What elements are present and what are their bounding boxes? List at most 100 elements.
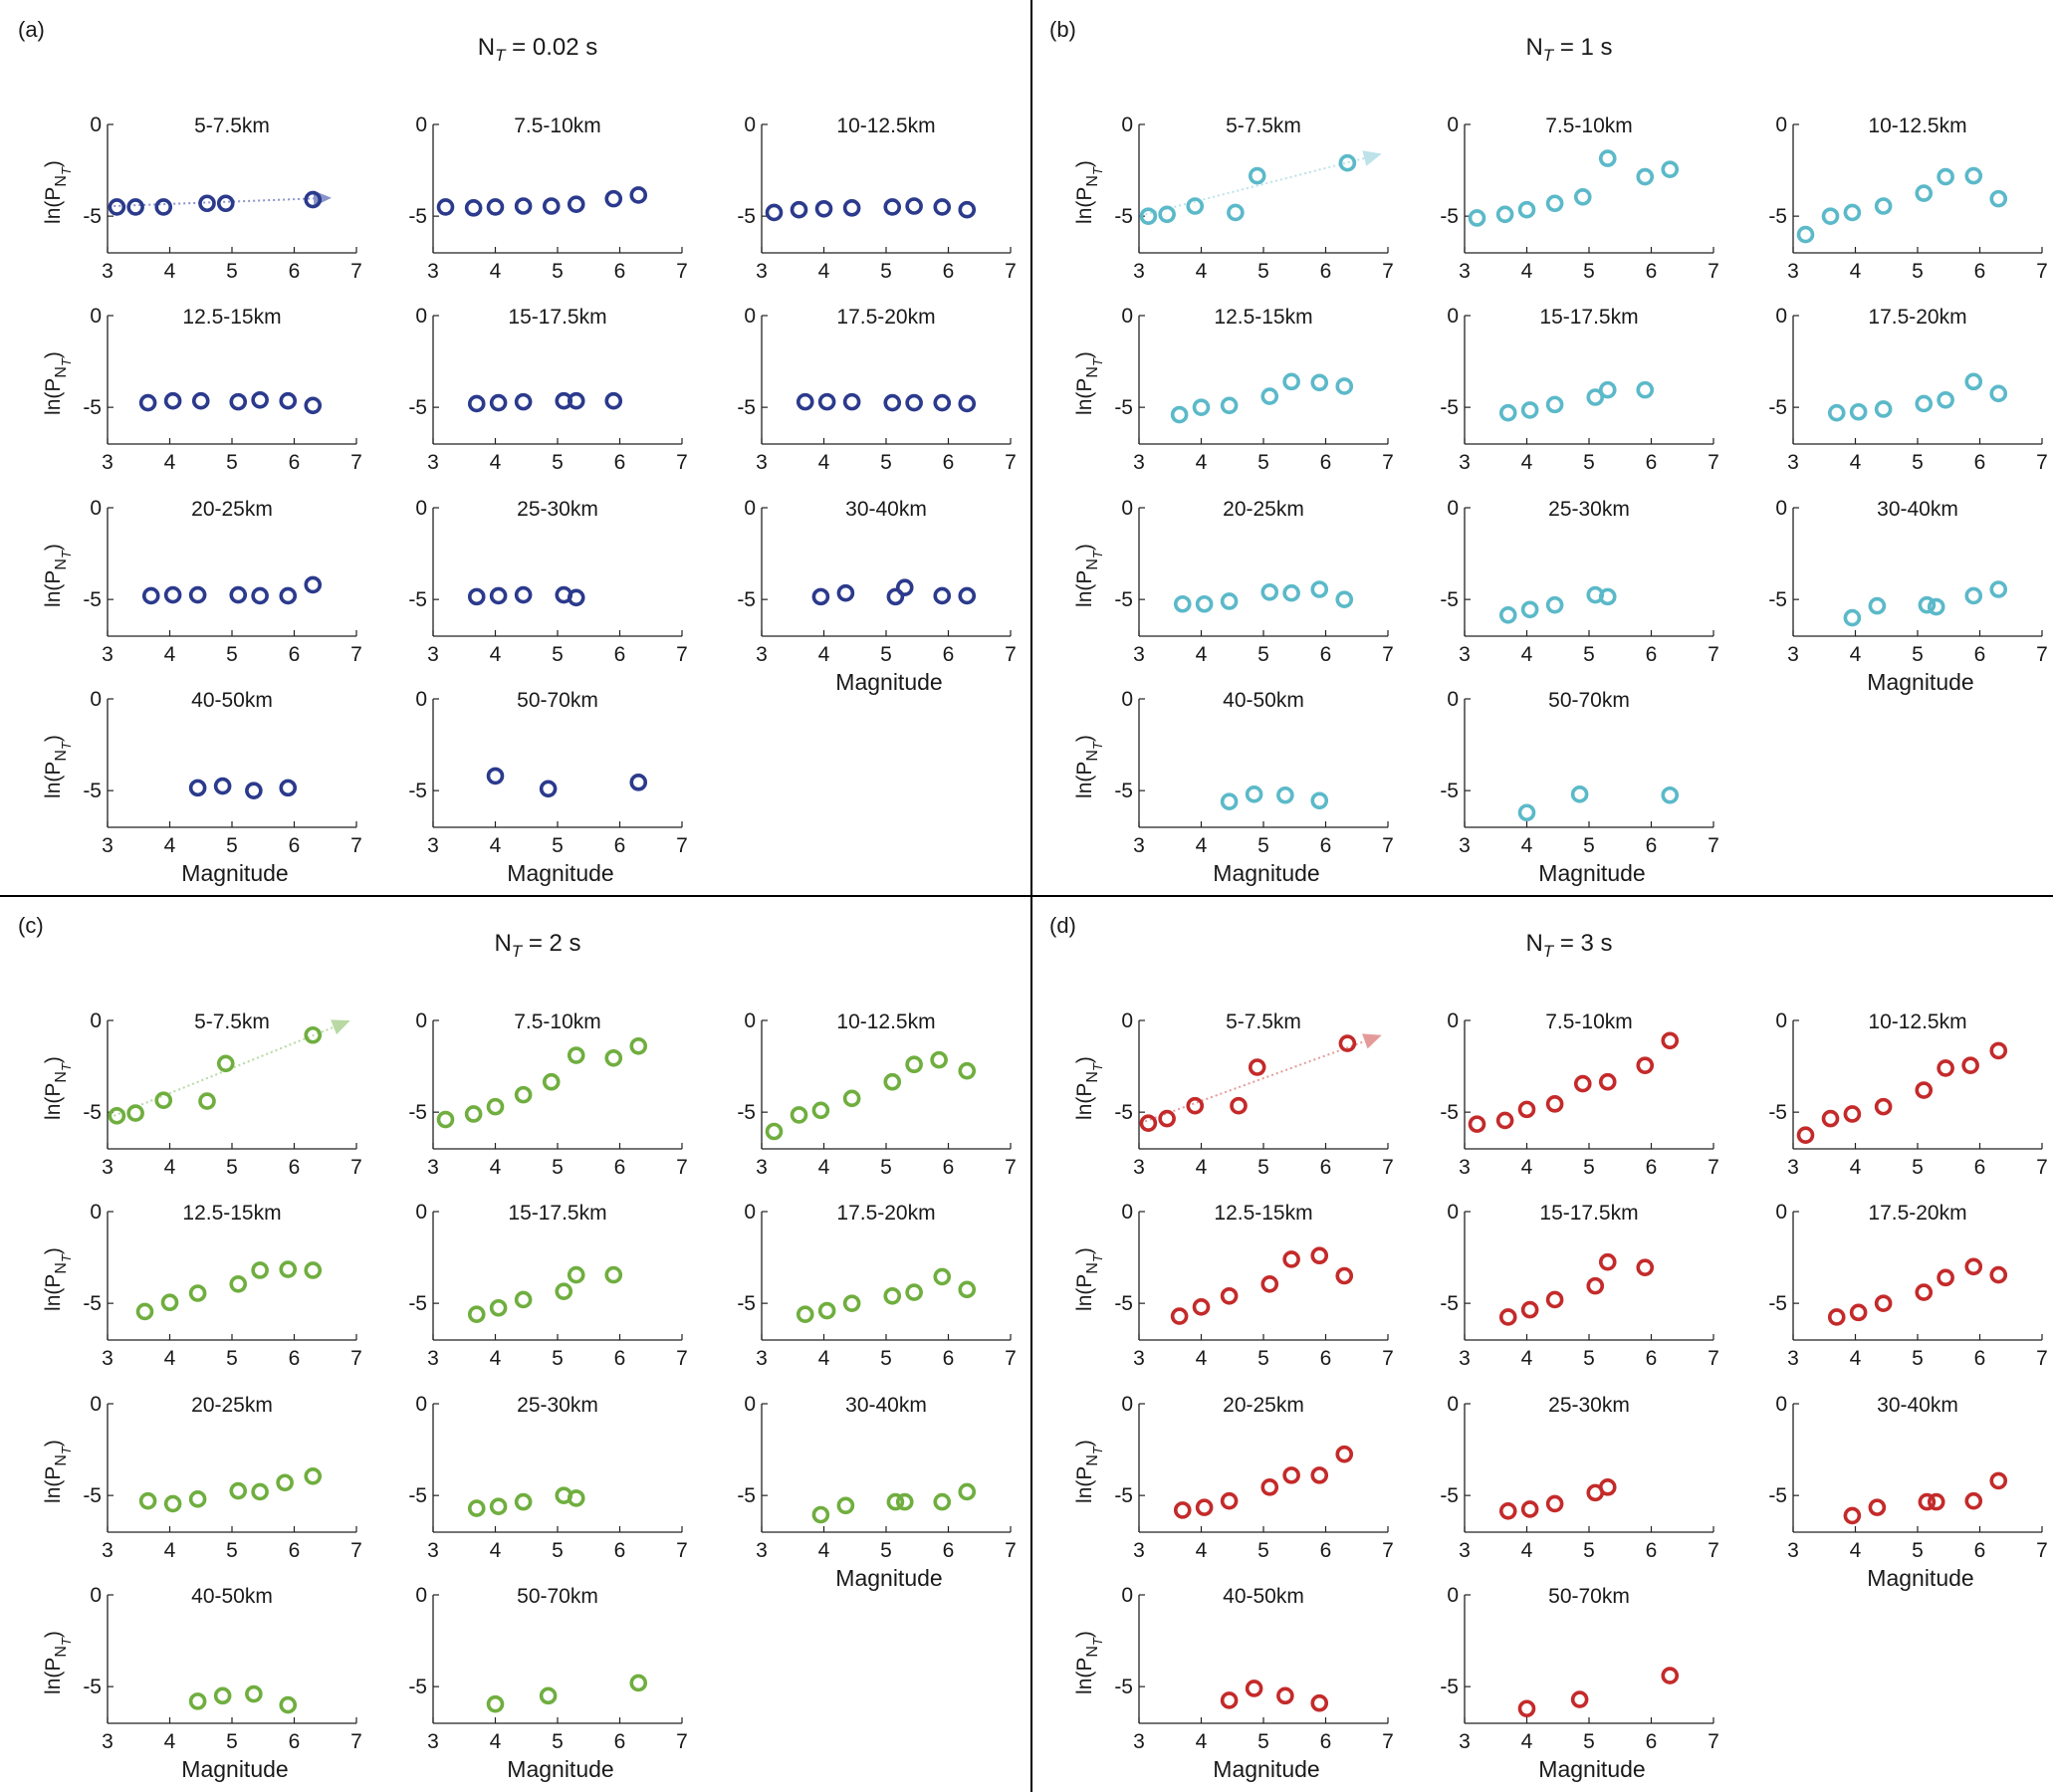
x-tick-label: 4 — [1850, 260, 1862, 283]
data-point — [1821, 207, 1840, 225]
x-tick-label: 4 — [164, 643, 176, 666]
x-tick-label: 3 — [1133, 1730, 1145, 1753]
x-tick-label: 7 — [1382, 1539, 1394, 1562]
data-point — [933, 586, 952, 605]
x-tick-label: 6 — [614, 643, 626, 666]
subplot-50-70km: 3 4 5 6 7 0 -5 50-70km Magnitude — [408, 1584, 688, 1782]
x-tick-label: 3 — [1787, 1156, 1799, 1179]
y-tick-label: 0 — [744, 113, 756, 136]
x-tick-label: 6 — [1646, 1539, 1658, 1562]
x-tick-label: 5 — [1583, 834, 1595, 857]
subplot-15-17.5km: 3 4 5 6 7 0 -5 15-17.5km — [408, 1201, 688, 1370]
x-tick-label: 6 — [1320, 1539, 1332, 1562]
data-point — [1868, 596, 1887, 615]
y-tick-label: -5 — [408, 205, 427, 228]
data-point — [1989, 384, 2008, 403]
x-tick-label: 4 — [490, 1156, 502, 1179]
subplot-title: 30-40km — [845, 498, 927, 521]
subplot-title: 17.5-20km — [836, 1202, 935, 1225]
x-tick-label: 6 — [1320, 643, 1332, 666]
x-tick-label: 3 — [1459, 260, 1471, 283]
x-tick-label: 3 — [756, 1156, 768, 1179]
x-tick-label: 4 — [1521, 643, 1533, 666]
data-point — [1598, 1252, 1617, 1271]
data-point — [1220, 592, 1239, 610]
x-tick-label: 5 — [1583, 1730, 1595, 1753]
subplot-5-7.5km: 3 4 5 6 7 0 -5 5-7.5km ln(PNT) — [42, 1009, 362, 1179]
subplot-title: 20-25km — [191, 498, 273, 521]
data-point — [1598, 149, 1617, 167]
y-tick-label: -5 — [1114, 1676, 1133, 1698]
x-tick-label: 7 — [350, 451, 362, 474]
x-tick-label: 3 — [1787, 451, 1799, 474]
x-tick-label: 6 — [943, 1347, 955, 1370]
data-point — [1927, 1492, 1945, 1511]
y-tick-label: -5 — [1440, 1484, 1459, 1507]
x-tick-label: 3 — [1133, 1347, 1145, 1370]
x-tick-label: 4 — [1196, 260, 1208, 283]
x-tick-label: 5 — [1583, 643, 1595, 666]
x-tick-label: 3 — [756, 451, 768, 474]
x-tick-label: 3 — [102, 1730, 114, 1753]
data-point — [836, 583, 855, 602]
data-point — [1661, 785, 1680, 804]
x-tick-label: 7 — [350, 643, 362, 666]
x-tick-label: 6 — [943, 1539, 955, 1562]
panel-title: NT = 2 s — [494, 930, 580, 961]
subplot-5-7.5km: 3 4 5 6 7 0 -5 5-7.5km ln(PNT) — [1073, 113, 1394, 283]
x-tick-label: 7 — [1382, 1730, 1394, 1753]
data-point — [1276, 785, 1294, 804]
data-point — [817, 1301, 836, 1320]
data-point — [1195, 1498, 1214, 1516]
data-point — [1158, 205, 1176, 224]
x-tick-label: 3 — [1133, 643, 1145, 666]
x-tick-label: 4 — [1850, 1539, 1862, 1562]
x-tick-label: 4 — [490, 260, 502, 283]
x-tick-label: 3 — [756, 643, 768, 666]
x-tick-label: 7 — [1708, 1156, 1719, 1179]
y-axis-label: ln(PNT) — [1073, 544, 1105, 607]
y-tick-label: -5 — [83, 780, 102, 802]
data-point — [1843, 1506, 1862, 1525]
data-point — [1989, 1265, 2008, 1284]
y-tick-label: -5 — [83, 1101, 102, 1124]
data-point — [1843, 608, 1862, 627]
x-tick-label: 6 — [614, 260, 626, 283]
data-point — [154, 198, 173, 216]
data-point — [108, 1107, 126, 1125]
y-tick-label: -5 — [83, 205, 102, 228]
y-tick-label: 0 — [1121, 1584, 1133, 1607]
data-point — [1245, 1680, 1263, 1697]
y-axis-label: ln(PNT) — [42, 1056, 74, 1120]
x-tick-label: 7 — [676, 260, 688, 283]
x-tick-label: 7 — [1382, 451, 1394, 474]
subplot-title: 10-12.5km — [836, 114, 935, 137]
y-tick-label: -5 — [408, 780, 427, 802]
data-point — [304, 575, 323, 594]
data-point — [1827, 403, 1846, 422]
subplot-title: 50-70km — [1548, 689, 1630, 712]
y-tick-label: -5 — [83, 396, 102, 419]
data-point — [467, 394, 486, 413]
subplot-title: 40-50km — [191, 689, 273, 712]
x-tick-label: 3 — [1459, 1539, 1471, 1562]
data-point — [796, 1305, 814, 1323]
data-point — [514, 1492, 533, 1511]
data-point — [811, 1505, 830, 1524]
data-point — [1517, 200, 1536, 219]
data-point — [489, 1497, 508, 1515]
data-point — [108, 198, 126, 216]
x-tick-label: 6 — [1320, 451, 1332, 474]
data-point — [464, 1105, 483, 1123]
y-tick-label: 0 — [90, 305, 102, 328]
data-point — [514, 392, 533, 411]
x-tick-label: 7 — [676, 1730, 688, 1753]
subplot-5-7.5km: 3 4 5 6 7 0 -5 5-7.5km ln(PNT) — [1073, 1009, 1394, 1179]
panel-label: (c) — [18, 913, 44, 938]
x-tick-label: 4 — [164, 1156, 176, 1179]
x-tick-label: 6 — [1974, 451, 1986, 474]
x-tick-label: 5 — [880, 1539, 892, 1562]
x-tick-label: 5 — [880, 643, 892, 666]
data-point — [1282, 372, 1300, 391]
x-tick-label: 6 — [1320, 1347, 1332, 1370]
